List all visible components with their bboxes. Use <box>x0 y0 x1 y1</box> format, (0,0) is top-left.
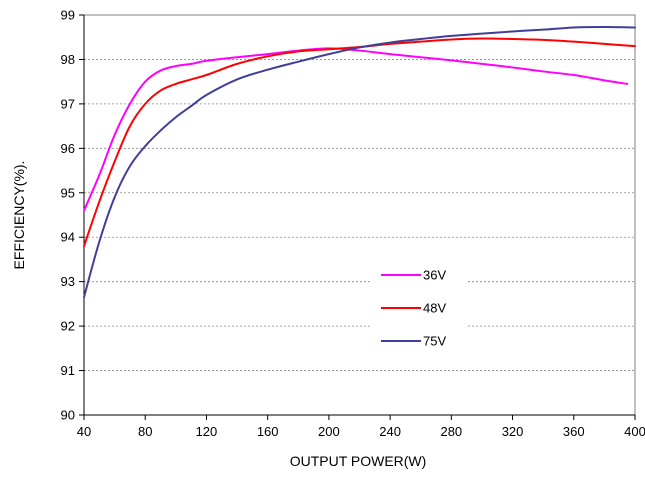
y-tick-label-90: 90 <box>61 408 75 423</box>
legend: 36V 48V 75V <box>372 258 468 352</box>
y-tick-label-97: 97 <box>61 96 75 111</box>
legend-label-36v: 36V <box>423 268 446 283</box>
y-tick-label-96: 96 <box>61 141 75 156</box>
y-tick-label-95: 95 <box>61 185 75 200</box>
series-line-75v <box>83 26 636 299</box>
x-tick-label-80: 80 <box>138 424 152 439</box>
x-tick-label-160: 160 <box>257 424 279 439</box>
series-line-48v <box>83 37 636 248</box>
y-axis-title: EFFICIENCY(%). <box>11 161 27 270</box>
x-tick-label-40: 40 <box>77 424 91 439</box>
x-tick-label-280: 280 <box>440 424 462 439</box>
legend-box <box>372 258 468 352</box>
y-tick-label-94: 94 <box>61 230 75 245</box>
y-tick-label-91: 91 <box>61 363 75 378</box>
x-tick-label-400: 400 <box>624 424 645 439</box>
axes <box>79 14 636 420</box>
x-tick-label-240: 240 <box>379 424 401 439</box>
series-lines <box>83 26 636 299</box>
y-tick-label-99: 99 <box>61 8 75 23</box>
tick-labels: 90 91 92 93 94 95 96 97 98 99 40 80 120 160 200 240 280 3… <box>61 8 645 440</box>
x-tick-label-320: 320 <box>502 424 524 439</box>
y-tick-label-98: 98 <box>61 52 75 67</box>
x-tick-label-120: 120 <box>196 424 218 439</box>
y-tick-label-93: 93 <box>61 274 75 289</box>
legend-label-75v: 75V <box>423 334 446 349</box>
x-tick-label-200: 200 <box>318 424 340 439</box>
x-tick-label-360: 360 <box>563 424 585 439</box>
y-tick-label-92: 92 <box>61 319 75 334</box>
legend-label-48v: 48V <box>423 301 446 316</box>
x-axis-title: OUTPUT POWER(W) <box>290 453 427 469</box>
plot-area <box>83 14 636 416</box>
